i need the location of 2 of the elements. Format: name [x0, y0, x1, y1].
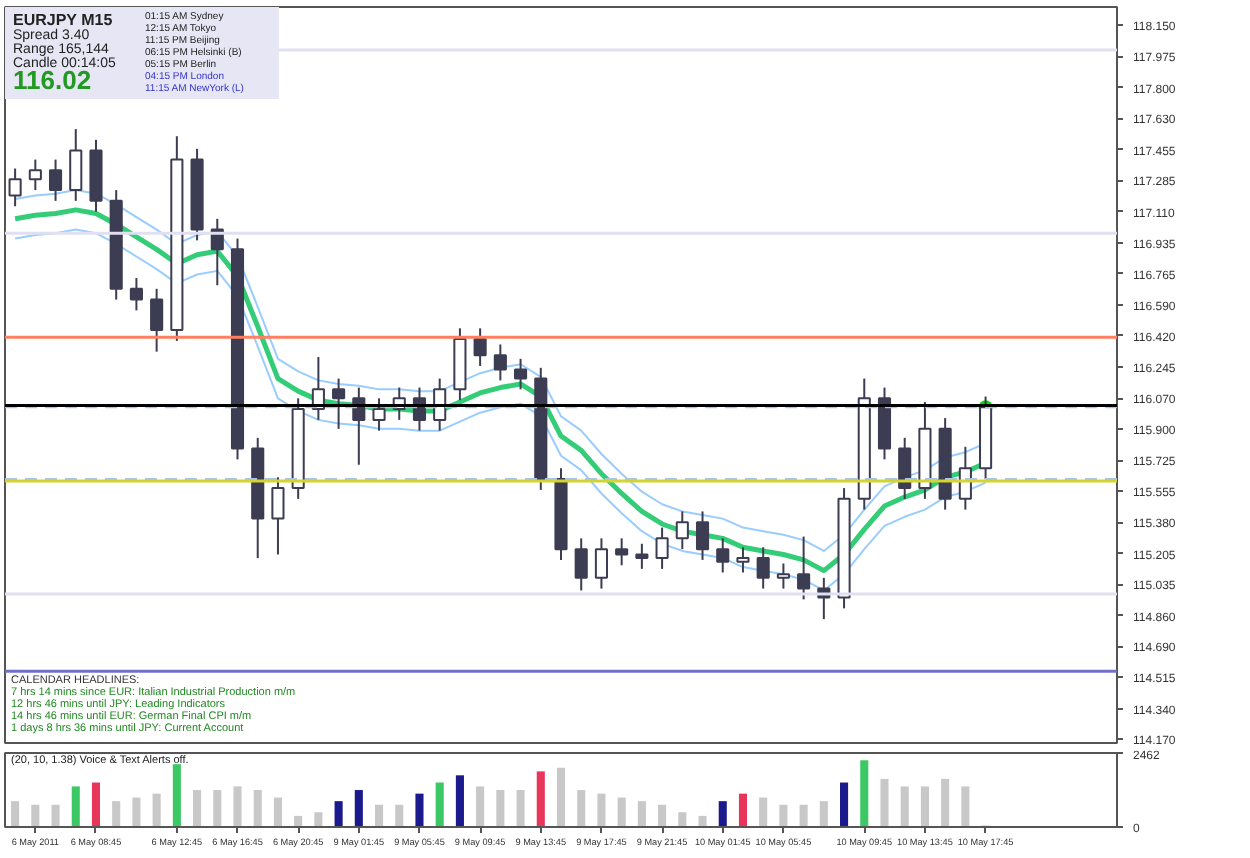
- chart-title: EURJPY M15: [13, 11, 114, 29]
- annotation: 116.02: [13, 65, 92, 95]
